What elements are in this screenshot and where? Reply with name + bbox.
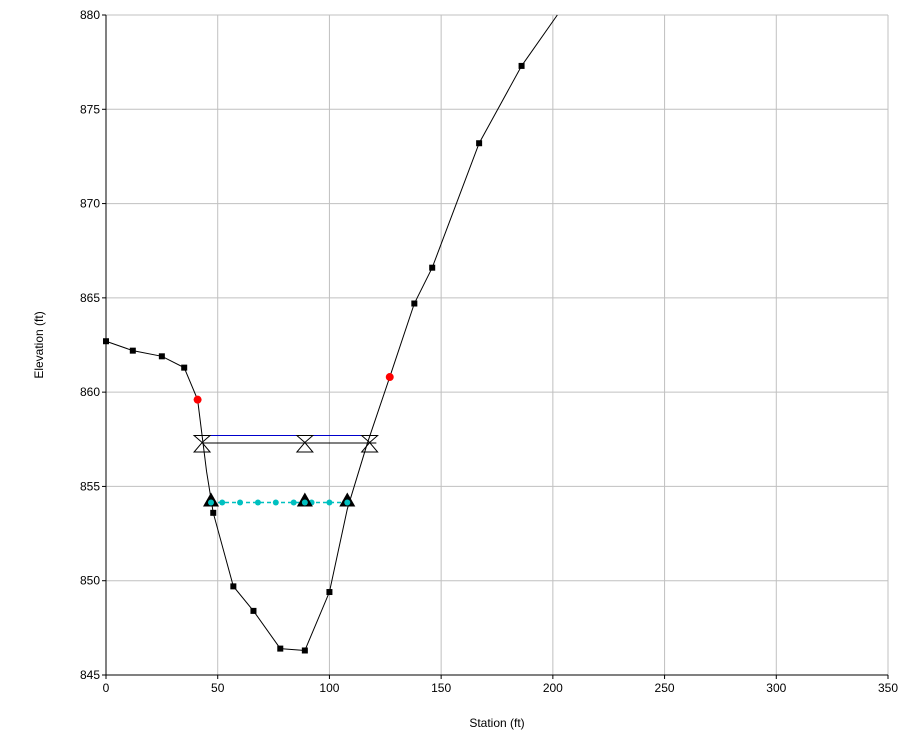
critical-ws-dot	[290, 499, 297, 506]
y-tick-label: 865	[80, 291, 100, 305]
y-tick-label: 860	[80, 385, 100, 399]
x-tick-label: 200	[543, 681, 563, 695]
y-axis-title: Elevation (ft)	[32, 311, 46, 378]
y-tick-label: 880	[80, 8, 100, 22]
x-tick-label: 150	[431, 681, 451, 695]
axes-layer: 0 50 100 150 200 250 300 350 845 850 855 860 865 870 8…	[80, 8, 898, 695]
water-surface-marker	[193, 441, 212, 453]
critical-ws-dot	[254, 499, 261, 506]
y-tick-label: 870	[80, 197, 100, 211]
critical-ws-dot	[272, 499, 279, 506]
x-tick-label: 250	[655, 681, 675, 695]
ground-point-marker	[518, 62, 525, 69]
y-tick-label: 855	[80, 479, 100, 493]
ground-point-marker	[158, 353, 165, 360]
y-tick-label: 875	[80, 102, 100, 116]
ground-point-marker	[476, 140, 483, 147]
critical-ws-dot	[326, 499, 333, 506]
ground-point-marker	[429, 264, 436, 271]
bank-station-marker	[385, 373, 394, 382]
ground-profile-line	[105, 14, 558, 652]
bank-station-marker	[193, 395, 202, 404]
water-surface-marker	[295, 435, 315, 444]
ground-point-marker	[129, 347, 136, 354]
ground-point-marker	[210, 509, 217, 516]
x-tick-label: 100	[319, 681, 339, 695]
ground-point-marker	[411, 300, 418, 307]
ground-point-marker	[181, 364, 188, 371]
plot-area	[106, 15, 888, 675]
triangle-inner-dot	[344, 499, 351, 506]
ground-point-marker	[326, 589, 333, 596]
y-tick-label: 845	[80, 668, 100, 682]
x-tick-label: 300	[766, 681, 786, 695]
grid-lines	[106, 14, 889, 676]
critical-ws-dot	[237, 499, 244, 506]
critical-ws-dot	[219, 499, 226, 506]
triangle-inner-dot	[301, 499, 308, 506]
x-tick-label: 50	[211, 681, 225, 695]
series-layer	[103, 14, 558, 654]
x-tick-label: 0	[103, 681, 110, 695]
ground-point-marker	[277, 645, 284, 652]
y-tick-label: 850	[80, 574, 100, 588]
x-axis-title: Station (ft)	[469, 716, 524, 730]
ground-point-marker	[250, 607, 257, 614]
water-surface-marker	[295, 441, 314, 453]
ground-point-marker	[301, 647, 308, 654]
ground-point-marker	[230, 583, 237, 590]
triangle-inner-dot	[208, 499, 215, 506]
x-tick-label: 350	[878, 681, 898, 695]
